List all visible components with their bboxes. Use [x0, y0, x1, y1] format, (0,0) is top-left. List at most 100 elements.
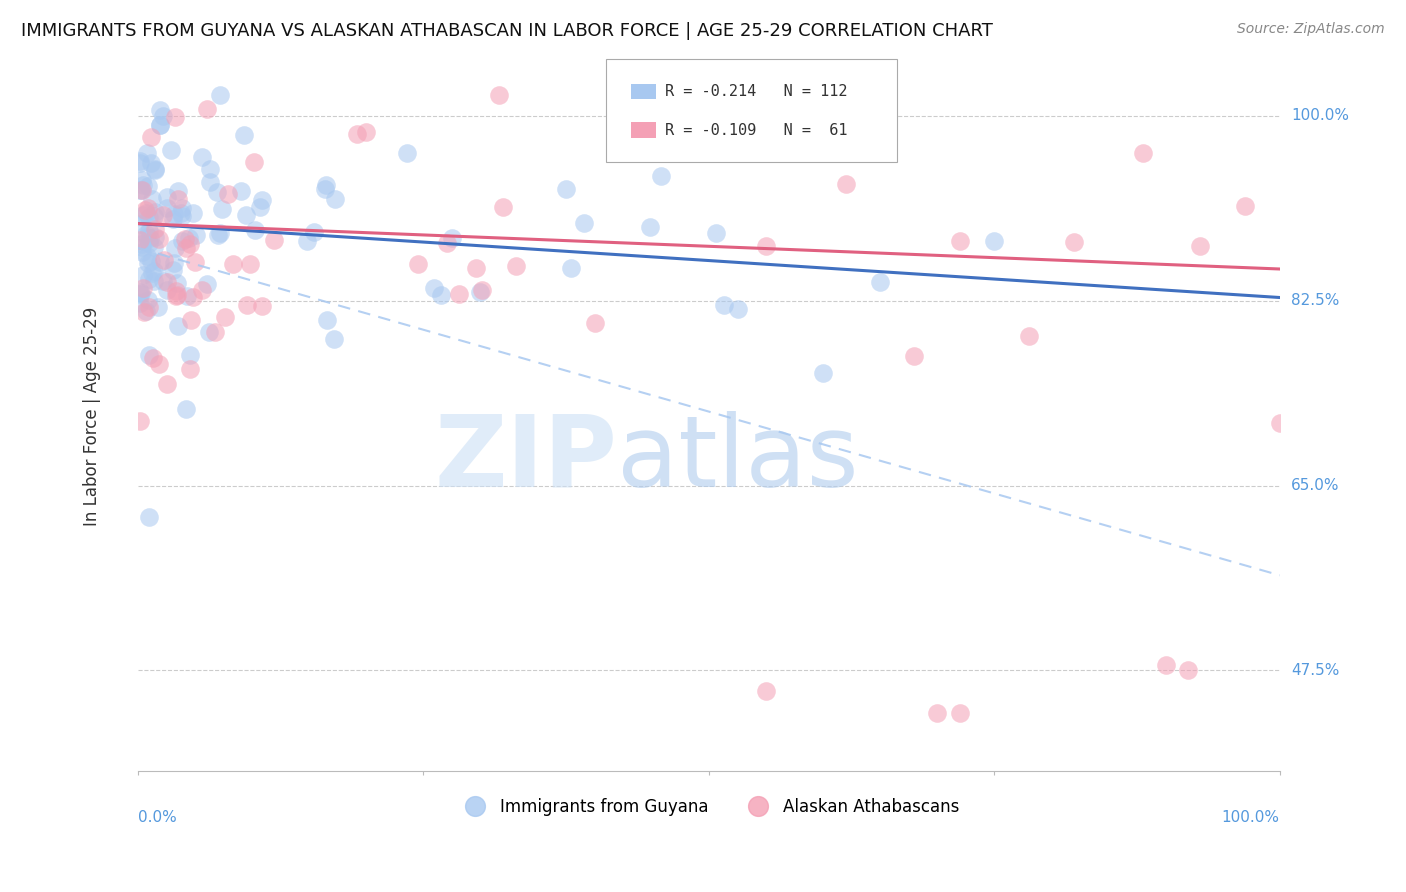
Point	[159, 143, 181, 157]
Point	[138, 272, 160, 286]
Point	[148, 357, 170, 371]
Point	[162, 262, 184, 277]
Point	[156, 201, 179, 215]
Point	[606, 138, 628, 153]
Point	[436, 235, 458, 250]
Point	[142, 209, 165, 223]
Point	[135, 206, 157, 220]
Point	[835, 178, 858, 192]
Point	[132, 268, 155, 282]
Point	[179, 362, 201, 376]
Point	[811, 366, 834, 380]
Point	[346, 127, 368, 141]
Point	[131, 173, 153, 187]
Point	[179, 348, 201, 362]
Point	[136, 249, 159, 263]
Point	[139, 155, 162, 169]
Point	[176, 289, 198, 303]
FancyBboxPatch shape	[631, 84, 657, 99]
Point	[315, 178, 337, 193]
Point	[560, 260, 582, 275]
Point	[136, 255, 159, 269]
Point	[166, 192, 188, 206]
Point	[239, 257, 262, 271]
Point	[156, 190, 179, 204]
Point	[156, 276, 179, 290]
Point	[131, 183, 153, 197]
Text: R = -0.214   N = 112: R = -0.214 N = 112	[665, 84, 848, 99]
Point	[949, 235, 972, 249]
Point	[135, 227, 157, 241]
Point	[184, 228, 207, 243]
Point	[195, 277, 218, 291]
Point	[129, 287, 152, 301]
Point	[488, 88, 510, 103]
Point	[156, 283, 179, 297]
Point	[1177, 664, 1199, 678]
Text: IMMIGRANTS FROM GUYANA VS ALASKAN ATHABASCAN IN LABOR FORCE | AGE 25-29 CORRELAT: IMMIGRANTS FROM GUYANA VS ALASKAN ATHABA…	[21, 22, 993, 40]
Point	[755, 239, 778, 253]
Point	[183, 205, 205, 219]
Point	[152, 274, 174, 288]
Point	[135, 145, 157, 160]
Point	[554, 182, 576, 196]
Point	[165, 289, 187, 303]
Point	[316, 313, 339, 327]
Point	[1268, 416, 1291, 430]
Point	[949, 706, 972, 720]
Point	[143, 240, 166, 254]
Point	[172, 201, 194, 215]
Point	[1132, 145, 1154, 160]
Point	[143, 205, 166, 219]
Point	[166, 276, 188, 290]
Point	[927, 706, 949, 720]
Point	[152, 208, 174, 222]
Point	[135, 304, 157, 318]
Point	[243, 154, 266, 169]
Point	[249, 200, 271, 214]
Point	[198, 325, 221, 339]
Point	[208, 226, 231, 240]
Point	[205, 185, 228, 199]
Point	[179, 237, 201, 252]
Point	[139, 230, 162, 244]
Point	[197, 102, 219, 116]
Point	[423, 280, 446, 294]
Point	[323, 192, 346, 206]
Point	[129, 415, 152, 429]
Point	[572, 216, 595, 230]
Text: 0.0%: 0.0%	[138, 810, 177, 824]
Point	[211, 202, 233, 216]
Point	[1188, 238, 1211, 252]
Text: 100.0%: 100.0%	[1291, 108, 1348, 123]
Point	[170, 206, 193, 220]
Point	[430, 288, 453, 302]
Point	[1018, 329, 1040, 343]
Point	[152, 109, 174, 123]
Point	[149, 103, 172, 118]
Point	[440, 231, 463, 245]
Point	[131, 240, 153, 254]
Point	[198, 162, 221, 177]
Legend: Immigrants from Guyana, Alaskan Athabascans: Immigrants from Guyana, Alaskan Athabasc…	[451, 791, 966, 822]
Point	[470, 285, 492, 299]
Point	[406, 257, 429, 271]
Point	[138, 210, 160, 224]
Point	[1234, 199, 1257, 213]
FancyBboxPatch shape	[606, 60, 897, 162]
Point	[165, 241, 187, 255]
Point	[141, 192, 163, 206]
Point	[174, 241, 197, 255]
Point	[727, 302, 749, 317]
Point	[903, 349, 925, 363]
Point	[131, 207, 153, 221]
Point	[322, 332, 344, 346]
Point	[217, 186, 239, 201]
Point	[314, 182, 336, 196]
Point	[983, 234, 1005, 248]
Text: 65.0%: 65.0%	[1291, 478, 1340, 493]
Point	[163, 256, 186, 270]
Point	[236, 298, 259, 312]
Point	[143, 230, 166, 244]
Text: Source: ZipAtlas.com: Source: ZipAtlas.com	[1237, 22, 1385, 37]
